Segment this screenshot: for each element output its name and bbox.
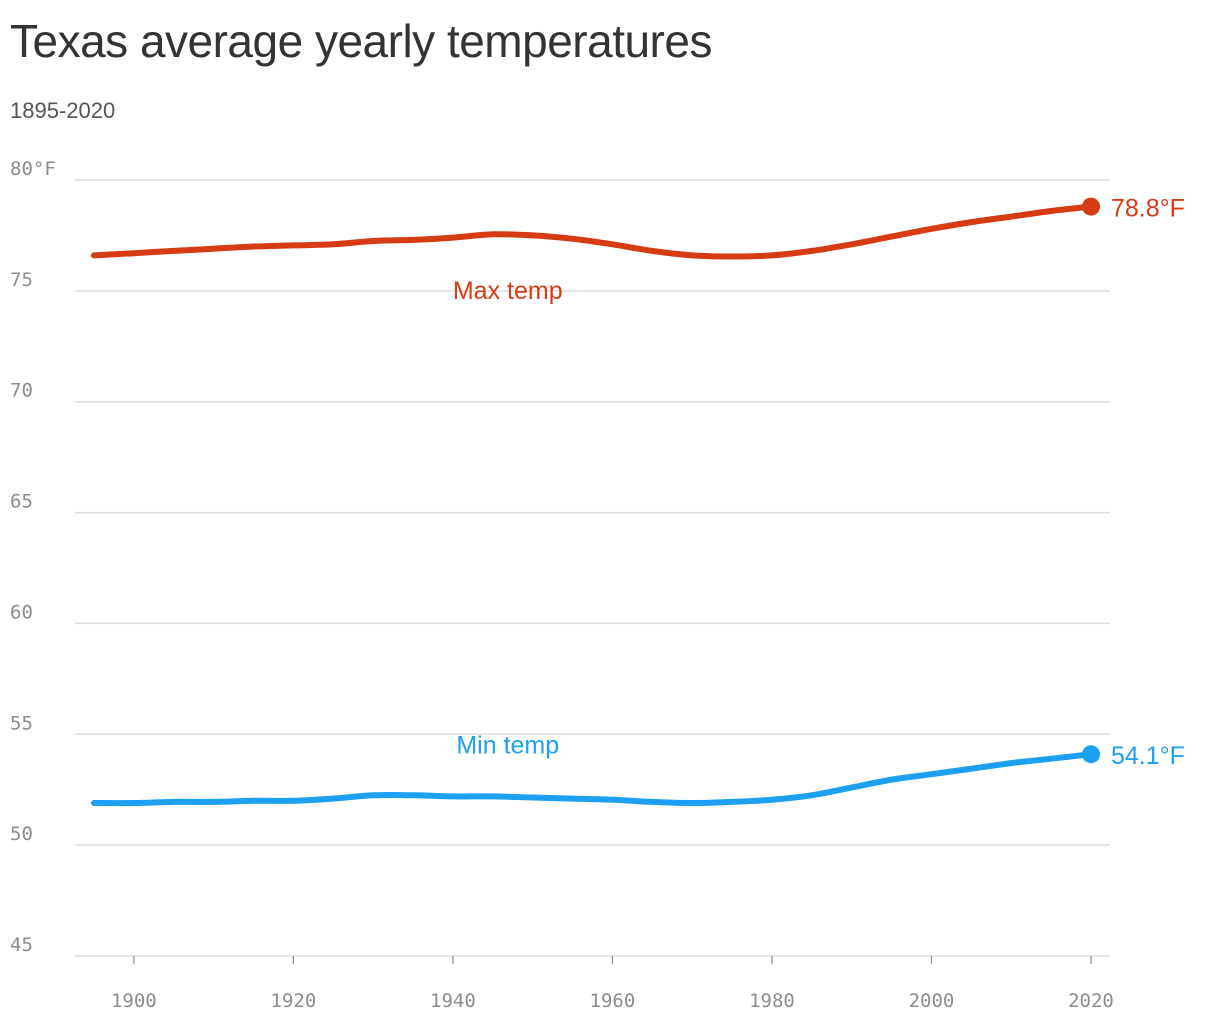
y-tick-label-45: 45 [10, 934, 33, 956]
y-tick-label-80: 80°F [10, 158, 56, 180]
end-point-max-temp [1082, 197, 1100, 216]
chart-subtitle: 1895-2020 [10, 98, 116, 123]
x-tick-label-2020: 2020 [1068, 990, 1114, 1012]
gridlines [75, 179, 1110, 957]
end-point-min-temp [1082, 745, 1100, 764]
series-line-min-temp [91, 751, 1094, 807]
x-tick-label-1900: 1900 [111, 990, 157, 1012]
y-tick-label-65: 65 [10, 491, 33, 513]
y-tick-label-50: 50 [10, 823, 33, 845]
x-tick-label-2000: 2000 [909, 990, 955, 1012]
x-tick-label-1960: 1960 [590, 990, 636, 1012]
chart-title: Texas average yearly temperatures [10, 15, 712, 67]
end-value-label-max-temp: 78.8°F [1111, 195, 1185, 223]
y-tick-label-70: 70 [10, 380, 33, 402]
series-lines: 78.8°F Max temp 54.1°F Min temp [91, 195, 1185, 807]
series-label-max-temp: Max temp [453, 277, 563, 305]
x-axis-ticks: 1900 1920 1940 1960 1980 2000 2020 [111, 956, 1114, 1012]
y-tick-label-60: 60 [10, 601, 33, 623]
series-label-min-temp: Min temp [456, 731, 559, 759]
x-tick-label-1940: 1940 [430, 990, 476, 1012]
y-axis-ticks: 80°F 75 70 65 60 55 50 45 [10, 158, 56, 956]
x-tick-label-1920: 1920 [271, 990, 317, 1012]
x-tick-label-1980: 1980 [749, 990, 795, 1012]
end-value-label-min-temp: 54.1°F [1111, 742, 1185, 770]
series-line-max-temp [91, 203, 1094, 260]
y-tick-label-55: 55 [10, 712, 33, 734]
y-tick-label-75: 75 [10, 269, 33, 291]
